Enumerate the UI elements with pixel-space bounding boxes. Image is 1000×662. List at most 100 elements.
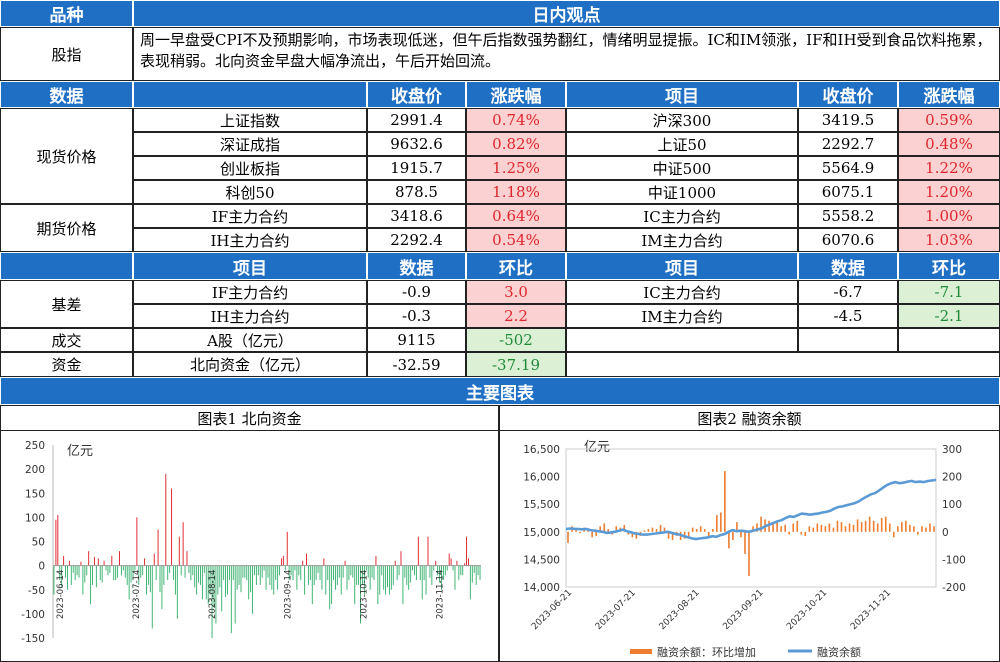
chart1-bar-42 — [134, 565, 136, 571]
basis-row-1-name2: IM主力合约 — [566, 304, 798, 328]
chart1-ytick-0: -150 — [21, 633, 45, 645]
chart1-xtick-5: 2023-11-14 — [435, 570, 445, 619]
chart2-bar-62 — [816, 523, 819, 532]
chart1-bar-16 — [84, 565, 86, 583]
futures-row-1-chg2: 1.03% — [898, 228, 1000, 252]
chart1-bar-13 — [78, 565, 80, 578]
chart1-bar-210 — [458, 565, 460, 581]
spot-row-3-name2: 中证1000 — [566, 180, 798, 204]
volume-change: -502 — [466, 328, 566, 352]
chart1-bar-95 — [236, 565, 238, 590]
futures-row-0-name: IF主力合约 — [133, 204, 367, 228]
chart2-xtick-2: 2023-08-21 — [658, 588, 702, 632]
chart1-bar-67 — [182, 522, 184, 566]
chart1-bar-82 — [211, 565, 213, 638]
volume-empty-3 — [898, 328, 1000, 352]
chart1-bar-11 — [74, 565, 76, 581]
chart1-bar-35 — [120, 565, 122, 576]
chart1-bar-116 — [277, 565, 279, 590]
chart2-bar-51 — [772, 522, 774, 532]
basis-row-0-name: IF主力合约 — [133, 280, 367, 304]
chart1-bar-150 — [342, 565, 344, 578]
chart2-bar-50 — [768, 520, 770, 532]
spot-row-3-close2: 6075.1 — [798, 180, 898, 204]
chart1-bar-203 — [444, 565, 446, 576]
chart1-bar-157 — [356, 565, 358, 585]
chart1-bar-2 — [57, 514, 59, 566]
chart1-bar-39 — [128, 565, 130, 600]
chart2-bar-75 — [868, 516, 871, 532]
chart1-bar-181 — [402, 565, 404, 605]
chart1-bar-143 — [329, 565, 331, 610]
spot-row-1-name2: 上证50 — [566, 132, 798, 156]
chart2-bar-86 — [913, 526, 915, 532]
basis-row-0-chg: 3.0 — [466, 280, 566, 304]
chart1-title: 图表1 北向资金 — [1, 406, 498, 431]
chart1-bar-7 — [66, 565, 68, 590]
chart1-bar-215 — [467, 558, 469, 566]
futures-row-0-chg: 0.64% — [466, 204, 566, 228]
chart1-bar-161 — [363, 565, 365, 595]
chart1-bar-108 — [261, 565, 263, 578]
chart2-bar-81 — [892, 531, 895, 538]
chart1-bar-12 — [76, 565, 78, 576]
chart1-bar-127 — [298, 565, 300, 576]
chart1-bar-44 — [138, 565, 140, 585]
header-intraday-view: 日内观点 — [133, 0, 1000, 27]
chart1-bar-73 — [194, 565, 196, 588]
chart1-bar-204 — [446, 565, 448, 571]
basis-header-data: 数据 — [367, 252, 466, 280]
chart1-bar-154 — [350, 565, 352, 576]
chart2-bar-63 — [820, 524, 823, 532]
chart2-bar-42 — [736, 522, 738, 532]
chart1-bar-10 — [72, 565, 74, 573]
chart1-bar-38 — [126, 565, 128, 585]
chart1-bar-195 — [429, 565, 431, 578]
chart2-bar-16 — [631, 531, 634, 538]
chart1-bar-128 — [300, 565, 302, 581]
chart1-bar-14 — [80, 561, 82, 566]
chart1-bar-79 — [205, 565, 207, 600]
price-header-close: 收盘价 — [367, 81, 466, 108]
chart1-bar-8 — [68, 560, 70, 566]
chart1-bar-22 — [95, 565, 97, 588]
chart1-bar-1 — [55, 519, 57, 566]
spot-row-0-close2: 3419.5 — [798, 108, 898, 132]
volume-label: 成交 — [0, 328, 133, 352]
chart1-bar-87 — [221, 565, 223, 612]
chart1-bar-169 — [379, 565, 381, 595]
chart1-bar-75 — [198, 565, 200, 583]
chart1-bar-211 — [460, 565, 462, 576]
futures-label: 期货价格 — [0, 204, 133, 252]
chart2-line-balance — [565, 478, 937, 541]
chart2-y2tick-2: 0 — [942, 527, 949, 539]
chart1-bar-9 — [70, 565, 72, 585]
basis-row-1-val2: -4.5 — [798, 304, 898, 328]
chart1-ytick-7: 200 — [25, 464, 45, 476]
chart2-bar-77 — [876, 523, 879, 532]
chart1-bar-147 — [336, 565, 338, 585]
chart2-bar-45 — [748, 531, 750, 576]
chart1-bar-217 — [471, 565, 473, 583]
chart1-bar-55 — [159, 565, 161, 593]
spot-row-1-name: 深证成指 — [133, 132, 367, 156]
chart2-legend-line: 融资余额 — [817, 645, 861, 659]
chart2-bar-40 — [728, 531, 730, 549]
chart2-bar-84 — [905, 520, 907, 532]
chart1-bar-111 — [267, 565, 269, 578]
price-header-data: 数据 — [0, 81, 133, 108]
chart1-bar-219 — [475, 565, 477, 585]
chart1-ylabel: 亿元 — [67, 444, 93, 459]
price-header-blank — [133, 81, 367, 108]
basis-header-data-2: 数据 — [798, 252, 898, 280]
spot-row-2-name: 创业板指 — [133, 156, 367, 180]
chart1-bar-193 — [425, 565, 427, 595]
chart2-bar-36 — [711, 529, 714, 532]
chart1-bar-94 — [234, 565, 236, 624]
chart1-bar-123 — [290, 565, 292, 576]
chart1-xtick-0: 2023-06-14 — [56, 570, 66, 619]
chart1-bar-68 — [184, 565, 186, 578]
spot-row-0-chg: 0.74% — [466, 108, 566, 132]
chart1-bar-176 — [392, 565, 394, 585]
chart2-bar-17 — [635, 531, 638, 539]
